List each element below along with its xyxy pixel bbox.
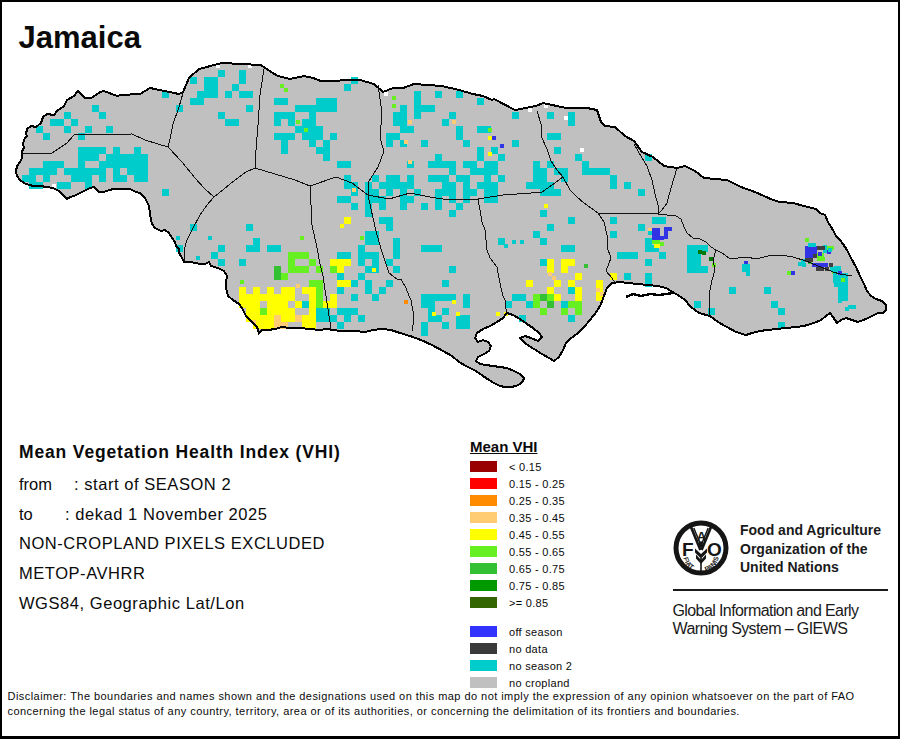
svg-text:F: F — [682, 539, 694, 560]
